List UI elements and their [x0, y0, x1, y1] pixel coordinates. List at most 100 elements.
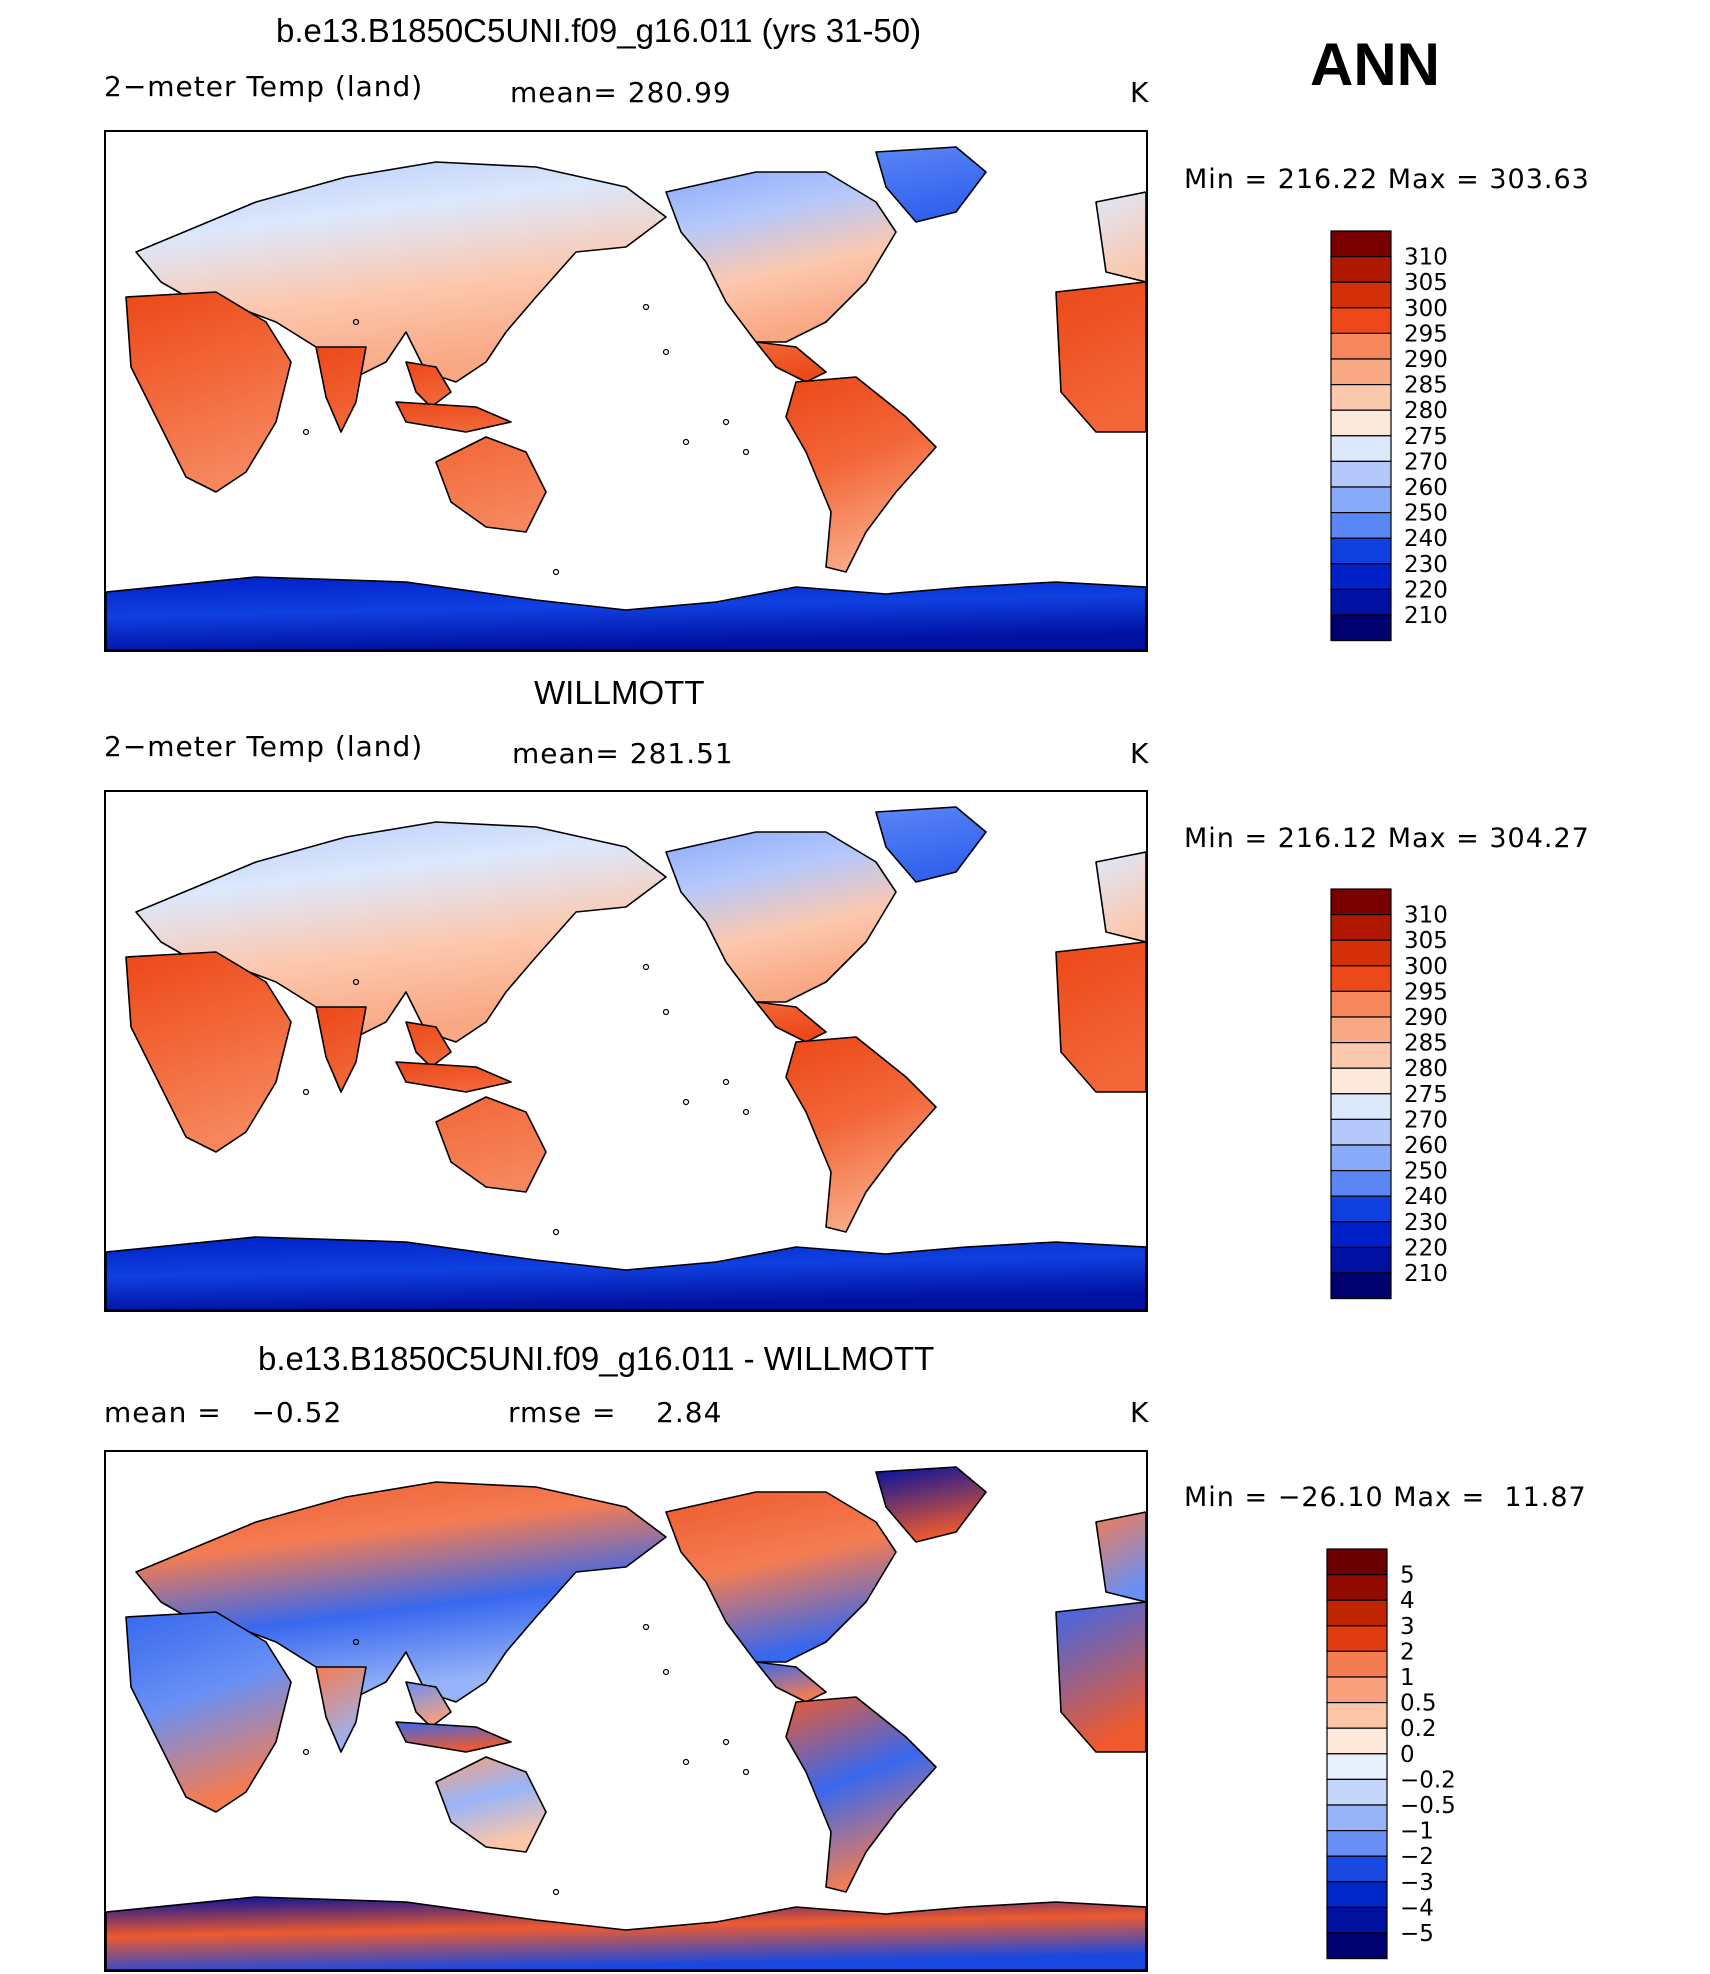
island-outline	[662, 348, 670, 356]
panel-3-units: K	[1130, 1396, 1150, 1429]
panel-3-minmax: Min = −26.10 Max = 11.87	[1184, 1482, 1587, 1513]
panel-2-colorbar: 310 305 300 295 290 285 280 275 270 260 250 240 230 2…	[1330, 888, 1500, 1302]
island-outline	[552, 568, 560, 576]
colorbar-tick-label: 310	[1404, 245, 1448, 271]
colorbar-tick-label: 295	[1404, 321, 1448, 347]
colorbar-cell	[1326, 1778, 1388, 1806]
australia-landmass	[435, 1756, 547, 1853]
camerica-landmass	[755, 1661, 827, 1703]
island-outline	[742, 1768, 750, 1776]
colorbar-cell	[1330, 358, 1392, 386]
island-outline	[302, 1748, 310, 1756]
colorbar-cell	[1326, 1804, 1388, 1832]
panel-3-map-svg	[106, 1466, 1146, 1970]
colorbar-cell	[1326, 1548, 1388, 1576]
panel-3-colorbar: 5 4 3 2 1 0.5 0.2 0 −0.2 −0.5 −1 −2 −3 −4 −5	[1326, 1548, 1496, 1962]
colorbar-tick-label: 240	[1404, 526, 1448, 552]
panel-2-map	[104, 790, 1148, 1312]
colorbar-tick-label: −3	[1400, 1870, 1434, 1896]
colorbar-cell	[1330, 965, 1392, 992]
colorbar-tick-label: 210	[1404, 603, 1448, 629]
colorbar-cell	[1330, 1272, 1392, 1300]
panel-1-map	[104, 130, 1148, 652]
colorbar-tick-label: 2	[1400, 1639, 1415, 1665]
panel-1-colorbar: 310 305 300 295 290 285 280 275 270 260 250 240 230 2…	[1330, 230, 1500, 644]
panel-3-title: b.e13.B1850C5UNI.f09_g16.011 - WILLMOTT	[258, 1340, 935, 1377]
colorbar-tick-label: −5	[1400, 1921, 1434, 1947]
samerica-landmass	[785, 376, 937, 573]
island-outline	[302, 1088, 310, 1096]
colorbar-cell	[1330, 486, 1392, 514]
colorbar-cell	[1330, 1067, 1392, 1095]
namerica-landmass	[665, 1491, 897, 1663]
colorbar-tick-label: 290	[1404, 1005, 1448, 1031]
colorbar-tick-label: 250	[1404, 1159, 1448, 1185]
colorbar-cell	[1326, 1753, 1388, 1780]
colorbar-cell	[1330, 1221, 1392, 1248]
colorbar-cell	[1330, 888, 1392, 916]
colorbar-cell	[1330, 307, 1392, 334]
island-outline	[642, 303, 650, 311]
colorbar-cell	[1326, 1625, 1388, 1652]
colorbar-tick-label: −2	[1400, 1844, 1434, 1870]
panel-1-variable-label: 2−meter Temp (land)	[104, 70, 424, 103]
colorbar-tick-label: −0.2	[1400, 1767, 1456, 1793]
colorbar-cell	[1330, 990, 1392, 1018]
panel-2-minmax: Min = 216.12 Max = 304.27	[1184, 823, 1590, 854]
colorbar-tick-label: 0.2	[1400, 1716, 1437, 1742]
colorbar-tick-label: 300	[1404, 954, 1448, 980]
colorbar-tick-label: 290	[1404, 347, 1448, 373]
panel-3-rmse-label: rmse = 2.84	[508, 1396, 723, 1429]
colorbar-cell	[1326, 1727, 1388, 1755]
indonesia-landmass	[395, 401, 512, 433]
colorbar-tick-label: 260	[1404, 475, 1448, 501]
seasia-landmass	[405, 361, 452, 408]
panel-1-title: b.e13.B1850C5UNI.f09_g16.011 (yrs 31-50)	[276, 12, 922, 49]
island-outline	[662, 1668, 670, 1676]
colorbar-cell	[1330, 563, 1392, 590]
colorbar-cell	[1326, 1573, 1388, 1601]
panel-3-mean-label: mean = −0.52	[104, 1396, 343, 1429]
island-outline	[662, 1008, 670, 1016]
colorbar-tick-label: 305	[1404, 928, 1448, 954]
island-outline	[742, 1108, 750, 1116]
colorbar-cell	[1330, 1118, 1392, 1146]
colorbar-tick-label: 275	[1404, 1082, 1448, 1108]
europe_e-landmass	[1095, 851, 1146, 943]
indonesia-landmass	[395, 1061, 512, 1093]
panel-2-mean-label: mean= 281.51	[512, 737, 734, 770]
colorbar-cell	[1330, 511, 1392, 539]
colorbar-cell	[1326, 1599, 1388, 1627]
colorbar-cell	[1330, 1144, 1392, 1172]
colorbar-cell	[1330, 230, 1392, 258]
panel-1-mean-label: mean= 280.99	[510, 76, 732, 109]
colorbar-tick-label: 260	[1404, 1133, 1448, 1159]
africa-landmass	[125, 291, 292, 493]
colorbar-cell	[1330, 614, 1392, 642]
panel-2-title: WILLMOTT	[534, 674, 705, 711]
colorbar-tick-label: 250	[1404, 501, 1448, 527]
colorbar-tick-label: 310	[1404, 903, 1448, 929]
eurasia-landmass	[135, 1481, 667, 1703]
colorbar-cell	[1330, 1169, 1392, 1197]
indonesia-landmass	[395, 1721, 512, 1753]
colorbar-cell	[1330, 537, 1392, 565]
colorbar-cell	[1330, 281, 1392, 309]
island-outline	[722, 418, 730, 426]
colorbar-tick-label: 5	[1400, 1563, 1415, 1589]
namerica-landmass	[665, 831, 897, 1003]
colorbar-cell	[1330, 1246, 1392, 1274]
panel-2-map-svg	[106, 806, 1146, 1310]
colorbar-tick-label: 0	[1400, 1742, 1415, 1768]
africa-landmass	[125, 951, 292, 1153]
colorbar-cell	[1326, 1650, 1388, 1678]
island-outline	[722, 1078, 730, 1086]
panel-1-colorbar-svg: 3103053002952902852802752702602502402302…	[1330, 230, 1448, 642]
panel-2-variable-label: 2−meter Temp (land)	[104, 730, 424, 763]
colorbar-tick-label: 1	[1400, 1665, 1415, 1691]
panel-1-minmax: Min = 216.22 Max = 303.63	[1184, 164, 1590, 195]
colorbar-tick-label: 220	[1404, 1235, 1448, 1261]
colorbar-cell	[1326, 1906, 1388, 1934]
colorbar-cell	[1330, 435, 1392, 462]
eurasia-landmass	[135, 161, 667, 383]
